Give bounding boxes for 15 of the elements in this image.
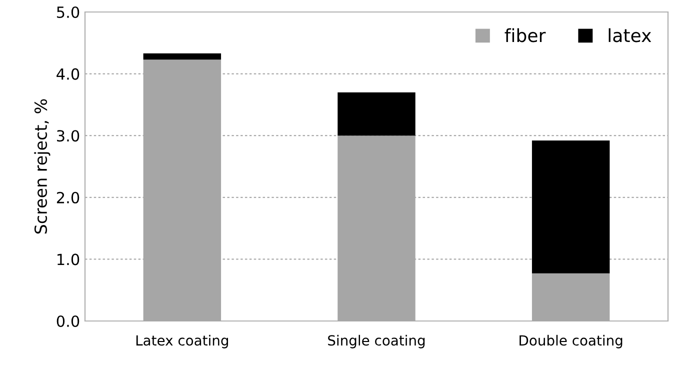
x-tick-label: Single coating [328,334,425,348]
x-tick-label: Latex coating [136,334,228,348]
y-tick-label: 3.0 [57,130,80,142]
y-tick-label: 0.0 [56,315,80,328]
legend-label: fiber [504,28,546,42]
bar [143,53,222,60]
y-tick-label: 2.0 [56,192,80,204]
legend-label: latex [608,28,652,42]
y-tick-label: 1.0 [58,254,80,266]
bar [338,92,416,136]
bar [532,140,610,274]
x-tick-label: Double coating [520,334,622,348]
y-axis-title: Screen reject, % [34,99,50,234]
y-tick-label: 5.0 [57,6,80,18]
y-tick-label: 4.0 [56,68,80,80]
